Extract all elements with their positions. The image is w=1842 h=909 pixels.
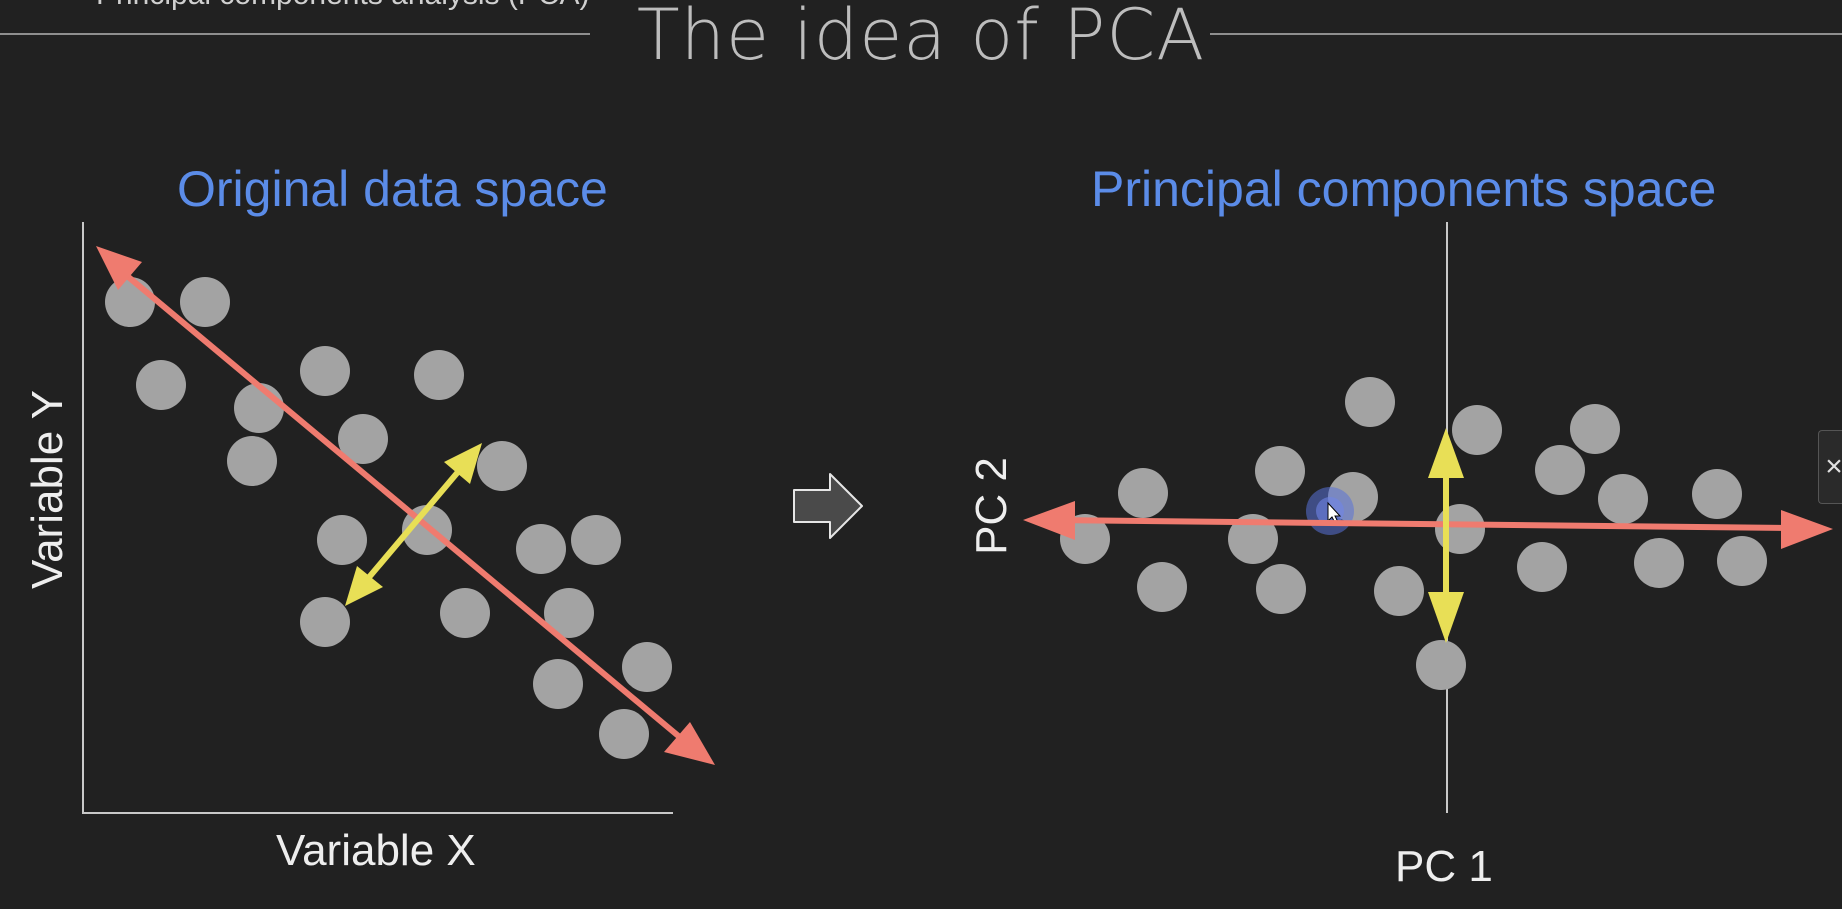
data-point [1717,536,1767,586]
data-point [516,524,566,574]
data-point [414,350,464,400]
data-point [1517,542,1567,592]
data-point [1535,445,1585,495]
left-y-axis-label: Variable Y [23,390,72,589]
right-x-axis-label: PC 1 [1395,842,1493,891]
close-icon: × [1825,450,1842,483]
slide-title: The idea of PCA [636,0,1206,76]
close-tab-button[interactable]: × [1818,430,1842,504]
data-point [1692,469,1742,519]
data-point [227,436,277,486]
data-point [1570,404,1620,454]
data-point [1598,474,1648,524]
left-panel-title: Original data space [177,161,608,217]
data-point [1345,377,1395,427]
data-point [105,277,155,327]
left-pc2-arrow [345,443,482,606]
title-rule-right [1210,33,1842,35]
data-point [571,515,621,565]
data-point [180,277,230,327]
data-point [1435,504,1485,554]
data-point [1256,564,1306,614]
data-point [1452,405,1502,455]
left-data-points [105,277,672,759]
right-pc1-arrow [1023,501,1833,549]
data-point [477,441,527,491]
data-point [1118,468,1168,518]
right-y-axis-label: PC 2 [967,457,1016,555]
data-point [317,515,367,565]
data-point [533,659,583,709]
left-pc1-arrow [96,246,715,765]
data-point [338,414,388,464]
data-point [1255,446,1305,496]
data-point [234,383,284,433]
data-point [1374,566,1424,616]
data-point [300,346,350,396]
right-pc2-arrow [1428,428,1464,643]
right-data-points [1060,377,1767,690]
data-point [544,588,594,638]
data-point [599,709,649,759]
left-x-axis-label: Variable X [276,826,476,875]
data-point [1137,562,1187,612]
data-point [1634,538,1684,588]
clipped-header-text: Principal components analysis (PCA) [96,0,590,12]
title-rule-left [0,33,590,35]
data-point [1228,514,1278,564]
data-point [440,588,490,638]
transition-arrow-icon [793,473,863,539]
data-point [300,597,350,647]
data-point [136,360,186,410]
data-point [1416,640,1466,690]
data-point [622,642,672,692]
right-panel-title: Principal components space [1091,161,1717,217]
left-axes [82,222,673,814]
